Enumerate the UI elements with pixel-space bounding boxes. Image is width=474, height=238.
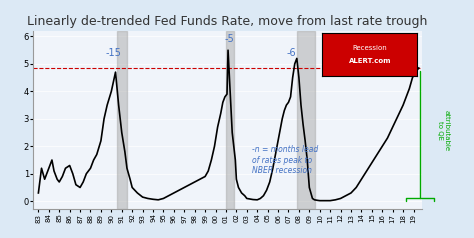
Text: Recession: Recession <box>352 45 387 51</box>
Bar <box>226 31 234 209</box>
Text: -6: -6 <box>287 48 296 58</box>
Text: ALERT.com: ALERT.com <box>348 58 391 64</box>
Text: -15: -15 <box>106 48 121 58</box>
Bar <box>297 31 315 209</box>
Bar <box>117 31 127 209</box>
Text: -n = months lead
of rates peak to
NBER recession: -n = months lead of rates peak to NBER r… <box>252 145 318 175</box>
Title: Linearly de-trended Fed Funds Rate, move from last rate trough: Linearly de-trended Fed Funds Rate, move… <box>27 15 428 28</box>
Text: -5: -5 <box>224 34 234 44</box>
Text: attributable
to QE: attributable to QE <box>437 110 450 151</box>
